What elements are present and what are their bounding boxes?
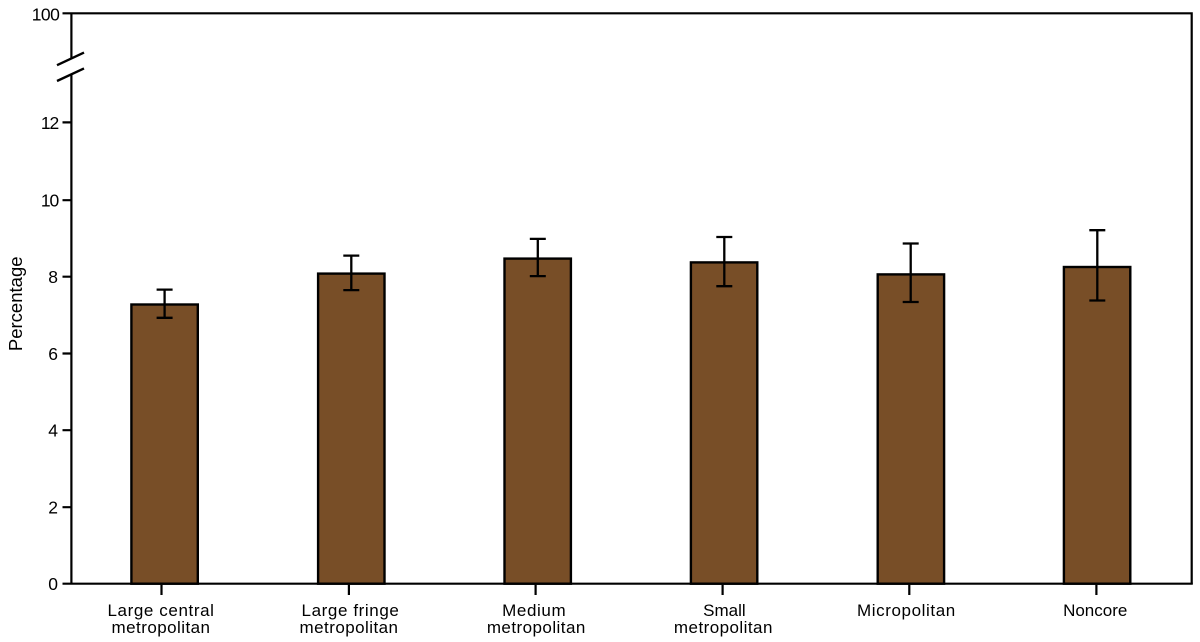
svg-text:Percentage: Percentage (5, 256, 26, 351)
svg-text:metropolitan: metropolitan (112, 618, 211, 637)
svg-text:Micropolitan: Micropolitan (857, 601, 956, 620)
svg-text:Small: Small (703, 601, 746, 620)
svg-text:Large fringe: Large fringe (302, 601, 400, 620)
svg-text:0: 0 (48, 574, 58, 594)
svg-text:6: 6 (48, 344, 58, 364)
svg-text:100: 100 (32, 5, 60, 25)
svg-text:Noncore: Noncore (1063, 601, 1127, 620)
svg-text:Large central: Large central (107, 601, 214, 620)
svg-text:metropolitan: metropolitan (674, 618, 773, 637)
svg-text:Medium: Medium (502, 601, 566, 620)
svg-text:10: 10 (41, 191, 60, 211)
svg-text:12: 12 (41, 113, 59, 133)
svg-text:4: 4 (48, 421, 58, 441)
svg-text:metropolitan: metropolitan (300, 618, 399, 637)
svg-text:2: 2 (48, 498, 58, 518)
svg-text:8: 8 (48, 267, 58, 287)
svg-text:metropolitan: metropolitan (487, 618, 586, 637)
